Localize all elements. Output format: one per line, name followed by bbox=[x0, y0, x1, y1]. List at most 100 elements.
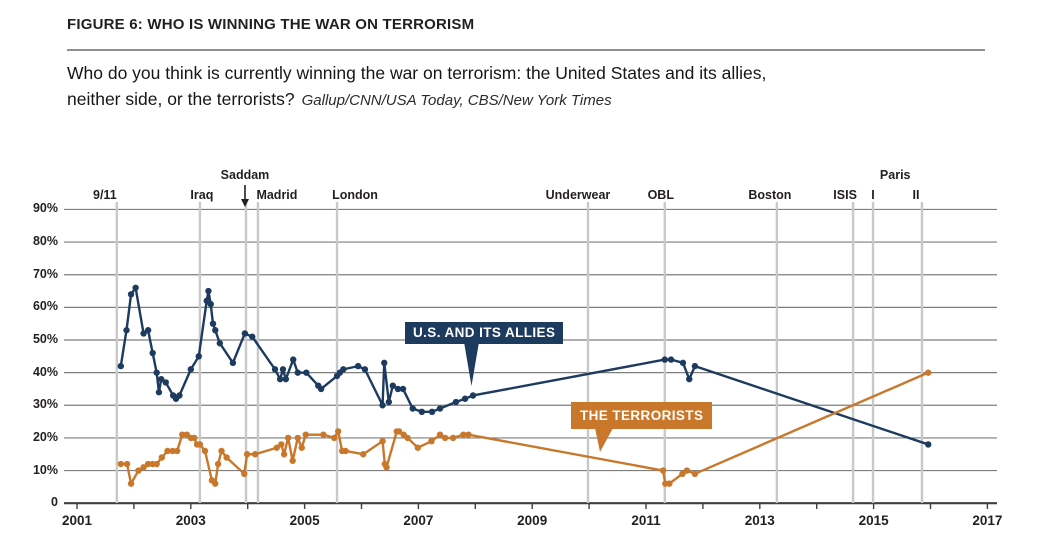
data-point-terrorists bbox=[179, 431, 186, 438]
data-point-us bbox=[158, 375, 165, 383]
data-point-terrorists bbox=[383, 464, 390, 471]
data-point-terrorists bbox=[428, 437, 435, 445]
event-label-isis: ISIS bbox=[833, 188, 857, 202]
data-point-terrorists bbox=[201, 447, 209, 455]
data-point-us bbox=[117, 362, 125, 370]
data-point-terrorists bbox=[460, 431, 467, 438]
data-point-us bbox=[686, 375, 693, 383]
data-point-us bbox=[155, 389, 163, 396]
data-point-us bbox=[418, 408, 426, 416]
data-point-us bbox=[216, 340, 224, 347]
data-point-us bbox=[303, 369, 310, 376]
data-point-us bbox=[195, 353, 202, 360]
data-point-terrorists bbox=[342, 447, 349, 455]
x-axis-label-2011: 2011 bbox=[631, 513, 661, 528]
y-axis-label-40: 40% bbox=[32, 364, 58, 379]
y-axis-label-0: 0 bbox=[51, 495, 58, 510]
figure-title: FIGURE 6: WHO IS WINNING THE WAR ON TERR… bbox=[67, 16, 475, 33]
data-point-us bbox=[436, 405, 444, 412]
data-point-terrorists bbox=[465, 431, 472, 438]
data-point-terrorists bbox=[666, 480, 673, 487]
data-point-terrorists bbox=[280, 451, 288, 458]
data-point-terrorists bbox=[320, 431, 327, 438]
event-label-i: I bbox=[871, 188, 875, 202]
data-point-us bbox=[428, 408, 436, 416]
data-point-terrorists bbox=[289, 457, 296, 464]
data-point-us bbox=[209, 320, 217, 327]
data-point-us bbox=[469, 392, 477, 399]
data-point-us bbox=[187, 366, 194, 373]
event-label-underwear: Underwear bbox=[545, 188, 611, 202]
title-rule bbox=[67, 49, 985, 51]
data-point-terrorists bbox=[691, 470, 699, 478]
x-axis-label-2009: 2009 bbox=[517, 513, 548, 528]
data-point-terrorists bbox=[449, 434, 457, 442]
x-axis-label-2003: 2003 bbox=[175, 513, 206, 528]
data-point-terrorists bbox=[127, 480, 135, 487]
data-point-terrorists bbox=[144, 460, 152, 468]
data-point-us bbox=[127, 291, 135, 298]
y-axis-label-10: 10% bbox=[32, 462, 58, 477]
data-point-terrorists bbox=[404, 434, 411, 442]
data-point-terrorists bbox=[395, 428, 403, 435]
data-point-terrorists bbox=[379, 437, 386, 445]
data-point-terrorists bbox=[436, 431, 444, 438]
data-point-us bbox=[294, 369, 301, 376]
data-point-terrorists bbox=[294, 434, 301, 442]
data-point-us bbox=[229, 359, 237, 367]
y-axis-label-90: 90% bbox=[32, 201, 58, 216]
data-point-terrorists bbox=[223, 454, 230, 461]
data-point-terrorists bbox=[243, 451, 251, 458]
x-axis-label-2013: 2013 bbox=[744, 513, 775, 528]
data-point-us bbox=[276, 375, 284, 383]
question-line-1: Who do you think is currently winning th… bbox=[67, 63, 767, 83]
data-point-terrorists bbox=[302, 431, 309, 438]
data-point-terrorists bbox=[212, 480, 219, 487]
data-point-us bbox=[279, 366, 287, 373]
data-point-terrorists bbox=[925, 369, 932, 376]
data-point-us bbox=[361, 366, 369, 373]
x-axis-label-2007: 2007 bbox=[403, 513, 434, 528]
data-point-terrorists bbox=[330, 434, 338, 442]
us-callout-pointer bbox=[464, 342, 479, 386]
data-point-us bbox=[317, 385, 325, 393]
y-axis-label-50: 50% bbox=[32, 332, 58, 346]
data-point-us bbox=[667, 356, 675, 363]
data-point-us bbox=[153, 369, 160, 376]
data-point-terrorists bbox=[173, 447, 181, 455]
data-point-us bbox=[205, 287, 212, 295]
data-point-us bbox=[249, 333, 256, 340]
data-point-us bbox=[290, 356, 297, 363]
data-point-us bbox=[461, 395, 469, 402]
data-point-terrorists bbox=[679, 470, 686, 478]
data-point-us bbox=[123, 327, 130, 334]
data-point-us bbox=[340, 366, 347, 373]
data-point-us bbox=[241, 330, 249, 337]
data-point-terrorists bbox=[273, 444, 280, 451]
y-axis-label-70: 70% bbox=[32, 266, 58, 281]
data-point-terrorists bbox=[659, 467, 667, 474]
data-point-us bbox=[132, 284, 139, 291]
event-label-boston: Boston bbox=[748, 188, 792, 202]
data-point-terrorists bbox=[196, 441, 204, 448]
data-point-terrorists bbox=[251, 451, 259, 458]
data-point-terrorists bbox=[153, 460, 160, 468]
event-label-paris: Paris bbox=[879, 168, 911, 182]
data-point-us bbox=[394, 385, 402, 393]
data-point-terrorists bbox=[214, 460, 222, 468]
event-label-saddam: Saddam bbox=[220, 168, 270, 182]
data-point-us bbox=[149, 349, 156, 357]
series-line-us bbox=[119, 286, 929, 446]
x-axis-label-2015: 2015 bbox=[858, 513, 889, 528]
data-point-terrorists bbox=[218, 447, 225, 455]
data-point-us bbox=[661, 356, 668, 363]
data-point-terrorists bbox=[284, 434, 292, 442]
survey-question: Who do you think is currently winning th… bbox=[67, 60, 766, 114]
data-point-terrorists bbox=[191, 434, 198, 442]
data-point-terrorists bbox=[298, 444, 305, 451]
source-citation: Gallup/CNN/USA Today, CBS/New York Times bbox=[301, 92, 612, 109]
series-callout-us-allies: U.S. AND ITS ALLIES bbox=[405, 322, 564, 344]
data-point-terrorists bbox=[158, 454, 165, 461]
data-point-us bbox=[679, 359, 687, 367]
